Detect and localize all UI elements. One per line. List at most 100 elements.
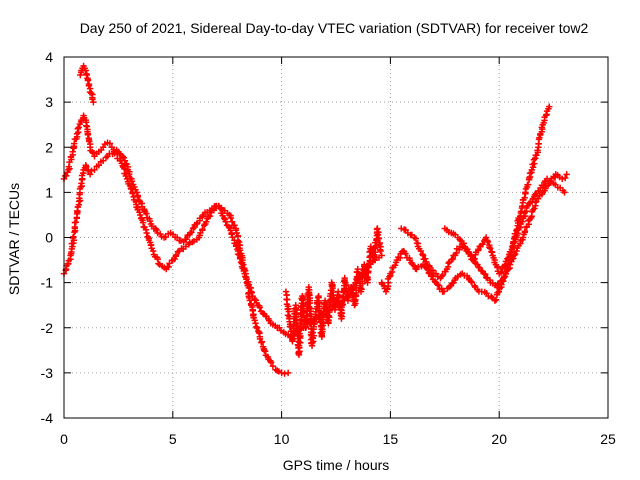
grid xyxy=(64,57,608,418)
data-point-fill xyxy=(552,181,561,191)
data-point-fill xyxy=(501,264,513,280)
data-point-fill xyxy=(401,226,409,234)
data-point-fill xyxy=(157,230,165,240)
data-point-fill xyxy=(194,213,206,227)
data-point xyxy=(561,189,568,196)
data-point xyxy=(95,162,103,169)
data-point-fill xyxy=(144,233,155,252)
data-point-fill xyxy=(138,214,150,233)
y-tick-label: 2 xyxy=(45,139,53,155)
data-point xyxy=(88,89,95,97)
data-point-fill xyxy=(84,77,92,84)
data-point-fill xyxy=(492,285,503,303)
series-sdtvar-trace-b xyxy=(60,148,385,340)
data-point xyxy=(493,283,501,291)
data-point-fill xyxy=(178,245,187,253)
series-sdtvar-trace-a xyxy=(60,112,292,377)
data-point-fill xyxy=(525,195,537,207)
data-point-fill xyxy=(221,207,231,217)
data-point-fill xyxy=(426,262,437,274)
y-tick-label: -1 xyxy=(41,275,54,291)
data-point-fill xyxy=(141,208,154,225)
x-tick-labels: 0 5 10 15 20 25 xyxy=(60,431,616,447)
data-point-fill xyxy=(447,276,459,290)
y-tick-label: -3 xyxy=(41,365,54,381)
x-tick-label: 25 xyxy=(600,431,616,447)
y-tick-label: 1 xyxy=(45,184,53,200)
data-point-fill xyxy=(234,250,247,275)
data-point-fill xyxy=(169,231,179,241)
data-point-fill xyxy=(450,230,459,238)
data-point-fill xyxy=(62,169,71,180)
x-tick-label: 0 xyxy=(60,431,68,447)
data-point-fill xyxy=(534,191,546,202)
data-point-fill xyxy=(540,111,550,127)
data-point xyxy=(69,148,76,155)
data-point xyxy=(546,103,553,110)
data-point-fill xyxy=(262,312,273,324)
data-point-fill xyxy=(481,288,490,297)
data-point-fill xyxy=(488,293,496,302)
data-point-fill xyxy=(87,147,98,157)
data-point xyxy=(136,211,144,219)
data-point-fill xyxy=(116,150,127,161)
series-sdtvar-trace-e xyxy=(441,171,570,291)
data-point xyxy=(99,157,107,164)
series-sdtvar-trace-d xyxy=(398,103,553,282)
data-point xyxy=(90,98,97,106)
y-tick-label: 4 xyxy=(45,49,53,65)
data-point-fill xyxy=(282,330,292,339)
data-point-fill xyxy=(261,348,271,361)
x-tick-label: 20 xyxy=(491,431,507,447)
data-point-fill xyxy=(67,227,79,257)
series-sdtvar-noisy-segment xyxy=(282,225,384,359)
data-point-fill xyxy=(440,285,451,295)
data-point-fill xyxy=(519,204,530,225)
y-tick-label: -2 xyxy=(41,320,54,336)
data-point xyxy=(393,256,401,264)
data-point-fill xyxy=(124,178,136,197)
data-point xyxy=(377,247,384,255)
data-point-fill xyxy=(444,255,457,271)
data-point-fill xyxy=(106,140,114,147)
data-point-fill xyxy=(255,302,267,317)
data-point-fill xyxy=(76,182,85,204)
data-point-fill xyxy=(248,289,260,307)
data-point-fill xyxy=(462,244,473,257)
data-point-fill xyxy=(106,150,116,158)
data-point-fill xyxy=(148,222,160,234)
x-tick-label: 10 xyxy=(274,431,290,447)
data-point-fill xyxy=(522,169,535,193)
data-point xyxy=(269,362,277,370)
data-point-fill xyxy=(415,263,425,271)
data-point xyxy=(491,297,499,304)
data-point-fill xyxy=(203,209,215,225)
data-point-fill xyxy=(531,187,542,198)
x-tick-label: 5 xyxy=(169,431,177,447)
data-point-fill xyxy=(267,357,275,366)
data-point xyxy=(559,175,566,183)
data-point xyxy=(86,171,94,178)
data-point-fill xyxy=(535,124,546,148)
data-point-fill xyxy=(222,218,234,234)
data-point-fill xyxy=(466,276,478,289)
data-point-fill xyxy=(432,270,441,280)
data-point-fill xyxy=(468,253,479,267)
data-point-fill xyxy=(529,147,541,171)
data-point xyxy=(278,369,285,377)
data-point-fill xyxy=(269,321,279,329)
data-point-fill xyxy=(227,212,238,229)
data-point-fill xyxy=(88,167,95,174)
data-point-fill xyxy=(249,303,258,324)
data-point-fill xyxy=(461,272,471,280)
data-point xyxy=(187,229,194,237)
data-point xyxy=(378,252,385,259)
series-sdtvar-peak xyxy=(77,62,97,106)
data-point xyxy=(143,229,150,237)
y-tick-label: -4 xyxy=(41,410,54,426)
data-point xyxy=(284,369,292,377)
data-point-fill xyxy=(130,196,143,216)
data-point-fill xyxy=(452,245,463,259)
data-point-fill xyxy=(196,222,208,239)
data-point-fill xyxy=(242,273,254,292)
